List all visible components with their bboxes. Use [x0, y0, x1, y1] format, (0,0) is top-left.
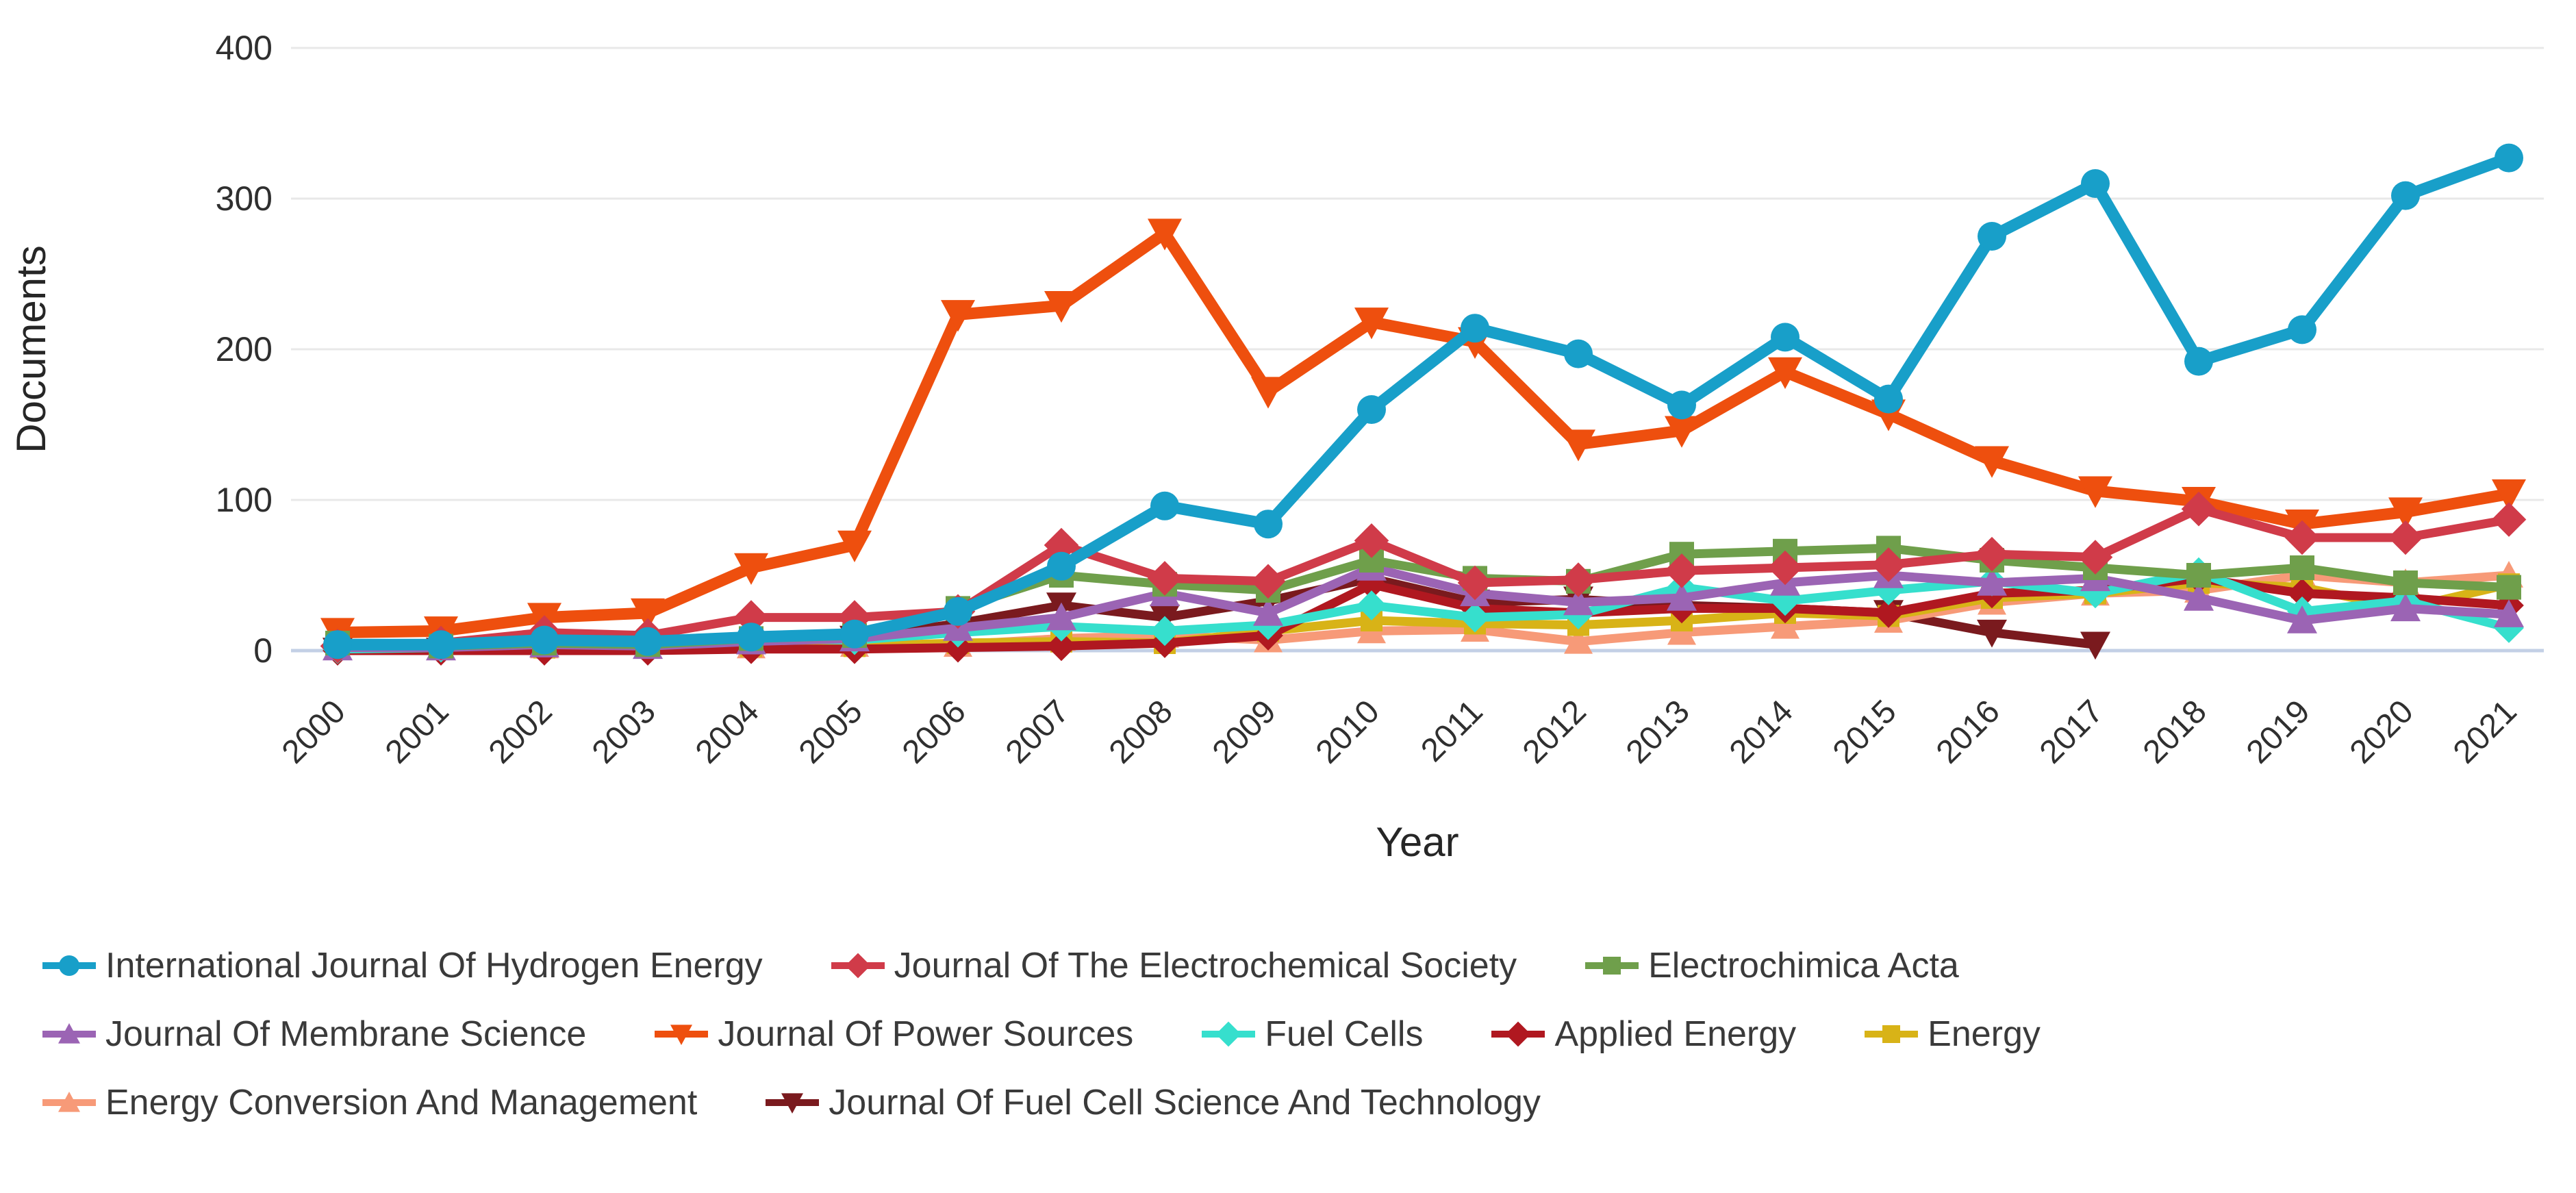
x-tick-2013: 2013: [1619, 693, 1697, 770]
data-series-layer: [320, 143, 2527, 666]
legend-label: Electrochimica Acta: [1648, 946, 1959, 985]
legend-item-energy: Energy: [1862, 1014, 2041, 1055]
legend-row-1: International Journal Of Hydrogen Energy…: [40, 945, 2546, 986]
x-tick-2011: 2011: [1414, 693, 1489, 768]
energy-marker-icon: [1865, 1025, 1919, 1043]
legend-item-journal-of-fuel-cell-science-and-technology: Journal Of Fuel Cell Science And Technol…: [763, 1082, 1541, 1123]
x-tick-2009: 2009: [1206, 693, 1283, 770]
legend-label: International Journal Of Hydrogen Energy: [105, 946, 763, 985]
x-tick-2010: 2010: [1309, 693, 1387, 770]
legend-row-2: Journal Of Membrane Science Journal Of Po…: [40, 1014, 2546, 1055]
legend-label: Energy Conversion And Management: [105, 1083, 698, 1122]
x-tick-2015: 2015: [1826, 693, 1904, 770]
journal-of-membrane-science-marker-icon: [42, 1023, 96, 1044]
legend-item-international-journal-of-hydrogen-energy: International Journal Of Hydrogen Energy: [40, 945, 763, 986]
electrochimica-acta-marker-icon: [1585, 957, 1639, 975]
x-tick-2016: 2016: [1930, 693, 2007, 770]
legend-label: Journal Of The Electrochemical Society: [894, 946, 1517, 985]
gridlines: [291, 47, 2544, 653]
legend-label: Applied Energy: [1554, 1014, 1797, 1054]
x-tick-2012: 2012: [1516, 693, 1593, 770]
legend: International Journal Of Hydrogen Energy…: [40, 945, 2546, 1123]
legend-item-journal-of-the-electrochemical-society: Journal Of The Electrochemical Society: [829, 945, 1517, 986]
y-tick-100: 100: [216, 481, 273, 519]
legend-item-fuel-cells: Fuel Cells: [1199, 1014, 1423, 1055]
x-tick-2000: 2000: [275, 693, 353, 770]
x-axis-tick-labels: 2000 2001 2002 2003 2004 2005 2006 2007 2008 2009…: [275, 693, 2524, 770]
legend-row-3: Energy Conversion And Management Journal …: [40, 1082, 2546, 1123]
x-tick-2005: 2005: [792, 693, 870, 770]
x-tick-2020: 2020: [2343, 693, 2421, 770]
y-tick-300: 300: [216, 179, 273, 218]
legend-label: Journal Of Fuel Cell Science And Technol…: [829, 1083, 1541, 1122]
series-international-journal-of-hydrogen-energy: [323, 143, 2523, 660]
y-tick-200: 200: [216, 330, 273, 368]
legend-label: Journal Of Power Sources: [718, 1014, 1134, 1054]
y-tick-400: 400: [216, 29, 273, 67]
applied-energy-marker-icon: [1491, 1021, 1545, 1047]
x-tick-2021: 2021: [2447, 693, 2524, 770]
x-tick-2008: 2008: [1102, 693, 1180, 770]
y-axis-title: Documents: [8, 245, 54, 453]
journal-of-fuel-cell-science-and-technology-marker-icon: [766, 1093, 820, 1114]
legend-item-electrochimica-acta: Electrochimica Acta: [1582, 945, 1959, 986]
x-tick-2019: 2019: [2240, 693, 2317, 770]
legend-item-journal-of-power-sources: Journal Of Power Sources: [652, 1014, 1133, 1055]
legend-item-energy-conversion-and-management: Energy Conversion And Management: [40, 1082, 697, 1123]
x-tick-2006: 2006: [896, 693, 973, 770]
legend-item-applied-energy: Applied Energy: [1489, 1014, 1796, 1055]
x-tick-2003: 2003: [585, 693, 663, 770]
y-axis-tick-labels: 0 100 200 300 400: [216, 29, 273, 670]
x-tick-2014: 2014: [1723, 693, 1800, 770]
legend-label: Journal Of Membrane Science: [105, 1014, 587, 1054]
x-tick-2017: 2017: [2033, 693, 2110, 770]
fuel-cells-marker-icon: [1202, 1021, 1256, 1047]
x-tick-2007: 2007: [999, 693, 1076, 770]
x-tick-2001: 2001: [379, 693, 456, 770]
legend-label: Energy: [1928, 1014, 2041, 1054]
x-tick-2004: 2004: [689, 693, 766, 770]
legend-label: Fuel Cells: [1265, 1014, 1424, 1054]
journal-of-power-sources-marker-icon: [655, 1025, 709, 1045]
energy-conversion-and-management-marker-icon: [42, 1092, 96, 1112]
y-tick-0: 0: [253, 631, 273, 670]
legend-item-journal-of-membrane-science: Journal Of Membrane Science: [40, 1014, 586, 1055]
x-axis-title: Year: [1376, 819, 1459, 865]
international-journal-of-hydrogen-energy-marker-icon: [42, 955, 96, 976]
journal-of-the-electrochemical-society-marker-icon: [831, 953, 885, 979]
x-tick-2002: 2002: [482, 693, 559, 770]
x-tick-2018: 2018: [2136, 693, 2214, 770]
